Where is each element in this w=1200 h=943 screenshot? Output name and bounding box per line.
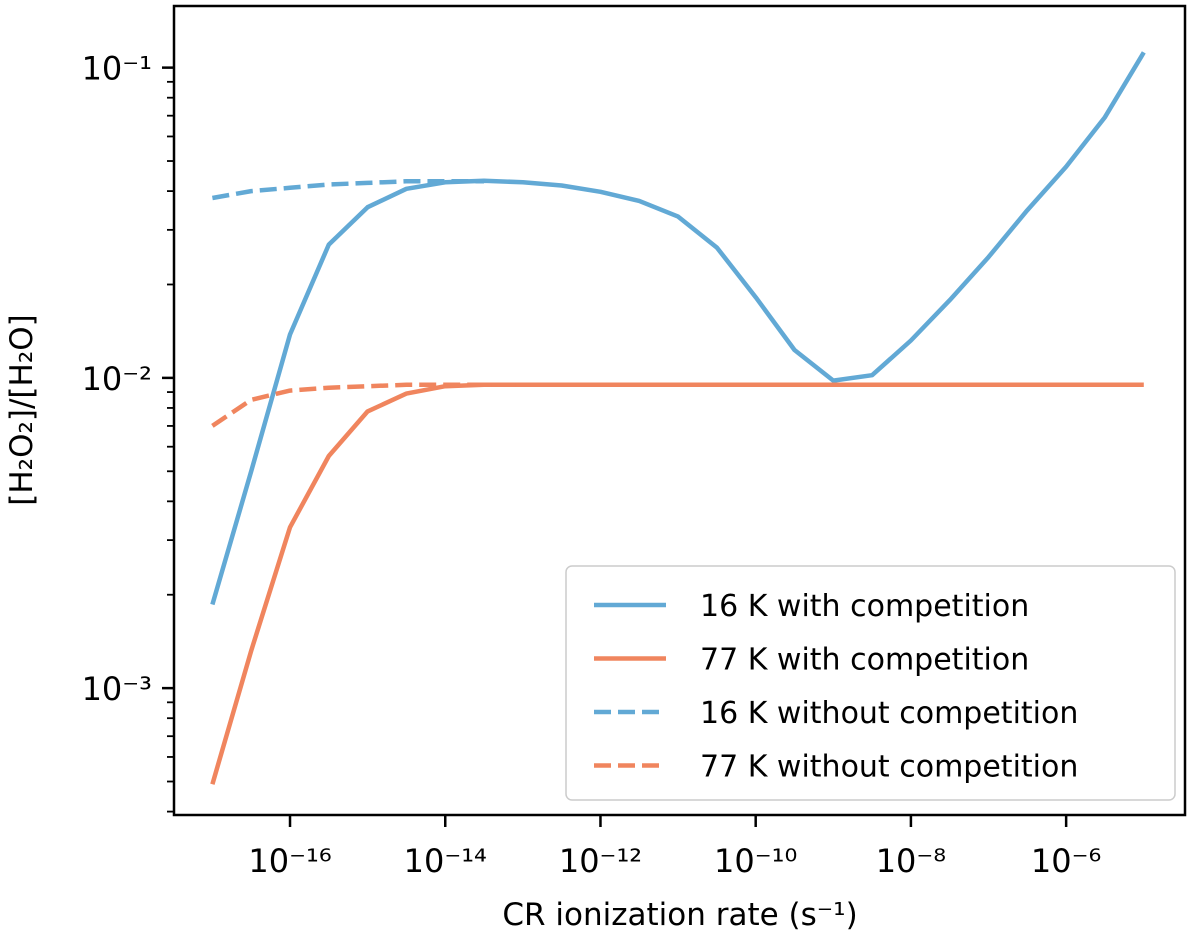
series-line-3 (211, 382, 523, 428)
x-tick-label: 10⁻¹⁶ (248, 842, 331, 880)
legend-box (565, 565, 1176, 801)
series-line-2 (212, 179, 484, 201)
x-tick-label: 10⁻⁶ (1031, 842, 1101, 880)
series-line-1 (210, 382, 1144, 785)
x-tick-label: 10⁻¹² (559, 842, 642, 880)
x-tick-label: 10⁻¹⁰ (714, 842, 797, 880)
legend-label: 77 K with competition (700, 643, 1029, 678)
legend-label: 77 K without competition (700, 750, 1078, 785)
y-axis-label: [H₂O₂]/[H₂O] (4, 314, 40, 506)
x-axis-label: CR ionization rate (s⁻¹) (502, 897, 857, 933)
legend-label: 16 K without competition (700, 696, 1078, 731)
series-line-0 (210, 51, 1146, 606)
axes: 10⁻¹⁶ 10⁻¹⁴ 10⁻¹² 10⁻¹⁰ 10⁻⁸ 10⁻⁶ 10⁻¹ 10⁻² 10⁻³ (82, 50, 1102, 880)
x-tick-label: 10⁻⁸ (876, 842, 946, 880)
x-tick-label: 10⁻¹⁴ (404, 842, 487, 880)
plot-frame (172, 4, 1187, 817)
legend: 16 K with competition 77 K with competiti… (565, 565, 1176, 801)
y-tick-label: 10⁻³ (82, 670, 152, 708)
legend-label: 16 K with competition (700, 589, 1029, 624)
plot-lines (210, 51, 1146, 785)
y-tick-label: 10⁻¹ (82, 50, 152, 88)
y-tick-label: 10⁻² (82, 360, 152, 398)
